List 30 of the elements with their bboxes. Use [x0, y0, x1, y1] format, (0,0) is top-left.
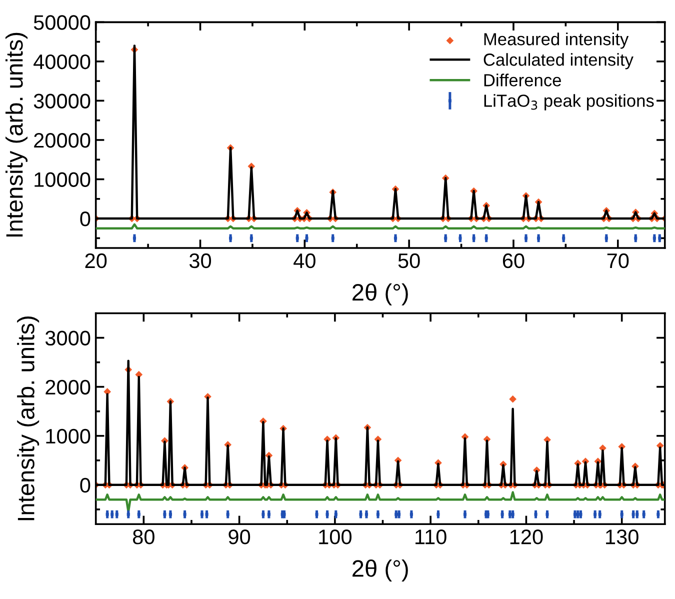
legend-label: Measured intensity	[484, 32, 629, 49]
x-tick-label: 60	[502, 253, 524, 268]
x-tick-label: 120	[510, 530, 543, 544]
x-tick-label: 20	[85, 253, 107, 268]
y-tick-label: 50000	[34, 15, 90, 30]
y-axis-title: Intensity (arb. units)	[5, 32, 28, 237]
y-tick-label: 3000	[45, 330, 90, 346]
x-tick-label: 70	[607, 253, 629, 268]
legend-label: LiTaO$_{3}$ peak positions	[484, 94, 654, 110]
x-axis-title: 2θ (°)	[352, 560, 408, 582]
legend-label: Calculated intensity	[484, 53, 634, 70]
y-axis-title: Intensity (arb. units)	[17, 316, 40, 520]
legend-label: Difference	[484, 74, 561, 86]
y-tick-label: 2000	[46, 380, 90, 395]
y-tick-label: 40000	[34, 54, 90, 70]
y-tick-label: 1000	[46, 428, 90, 444]
y-tick-label: 20000	[34, 132, 90, 148]
y-tick-label: 30000	[34, 94, 90, 108]
y-tick-label: 10000	[34, 172, 90, 188]
x-tick-label: 50	[398, 253, 420, 268]
x-axis-title: 2θ (°)	[352, 283, 408, 306]
x-tick-label: 40	[294, 253, 316, 268]
x-tick-label: 110	[416, 530, 446, 544]
x-tick-label: 90	[228, 530, 250, 544]
y-tick-label: 0	[80, 212, 90, 226]
x-tick-label: 30	[189, 253, 212, 268]
x-tick-label: 130	[606, 530, 638, 544]
x-tick-label: 80	[132, 530, 154, 544]
y-tick-label: 0	[80, 478, 90, 493]
x-tick-label: 100	[319, 530, 352, 544]
